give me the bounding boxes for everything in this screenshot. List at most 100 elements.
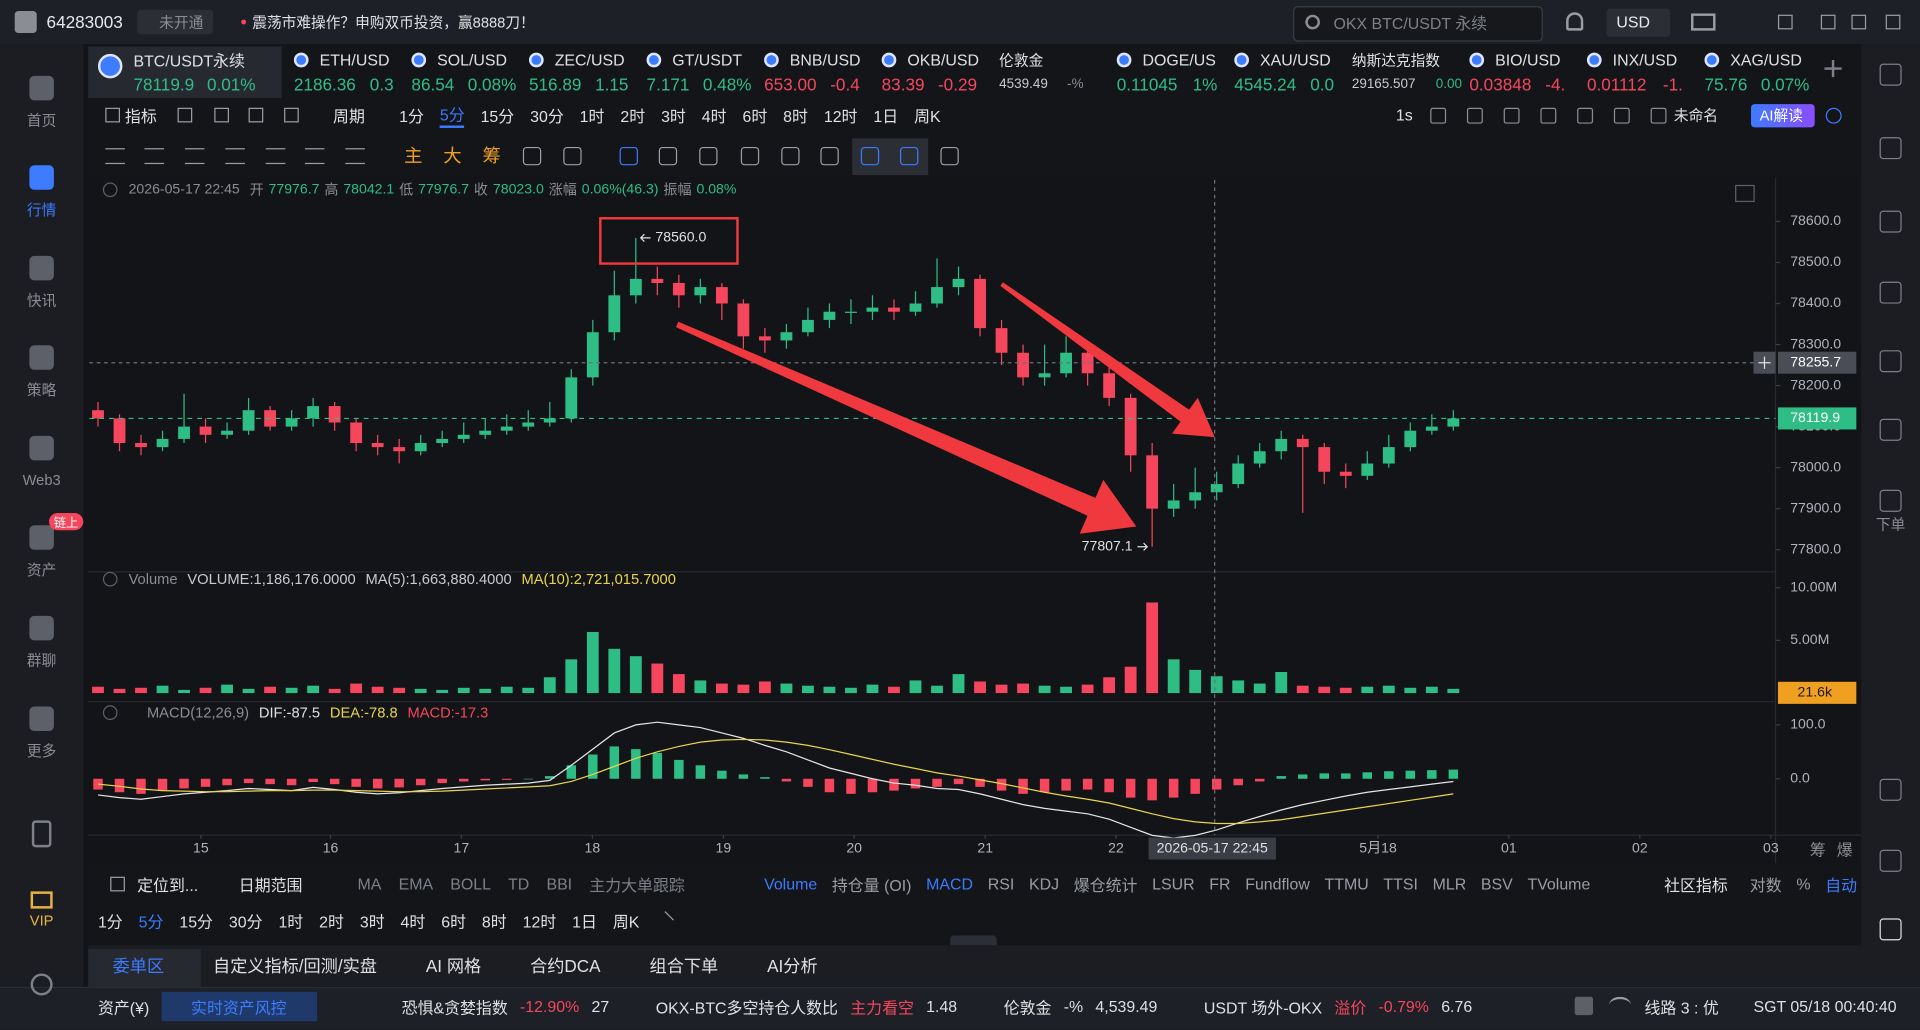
- sidebar-icon[interactable]: [29, 345, 54, 370]
- sub-indicator[interactable]: MACD: [926, 874, 974, 894]
- draw-tool[interactable]: [563, 146, 582, 166]
- draw-tool[interactable]: [345, 148, 365, 165]
- period[interactable]: 3时: [661, 107, 686, 126]
- period[interactable]: 2时: [319, 912, 344, 932]
- draw-tool[interactable]: [699, 146, 718, 166]
- sub-indicator[interactable]: MLR: [1432, 874, 1467, 894]
- draw-tool[interactable]: [900, 146, 919, 166]
- locate-icon[interactable]: [110, 876, 125, 892]
- fullscreen-icon[interactable]: [1735, 184, 1755, 203]
- sub-indicator[interactable]: 持仓量 (OI): [831, 876, 912, 895]
- status-item[interactable]: -%: [1063, 997, 1084, 1016]
- ai-button[interactable]: [1751, 104, 1815, 128]
- tab[interactable]: 组合下单: [649, 956, 719, 976]
- sidebar-label[interactable]: Web3: [22, 471, 61, 489]
- tool-label[interactable]: 大: [443, 146, 462, 168]
- status-item[interactable]: 4,539.49: [1095, 997, 1158, 1016]
- period[interactable]: 12时: [823, 107, 858, 126]
- tab[interactable]: 合约DCA: [530, 956, 601, 976]
- tool-icon[interactable]: [1430, 107, 1447, 124]
- main-indicator[interactable]: 主力大单跟踪: [589, 876, 685, 895]
- risk[interactable]: 实时资产风控: [191, 998, 287, 1017]
- ticker-name[interactable]: 纳斯达克指数: [1351, 52, 1441, 70]
- period[interactable]: 6时: [441, 912, 467, 932]
- right-icon[interactable]: [1879, 489, 1902, 512]
- sidebar-label[interactable]: 首页: [26, 112, 57, 130]
- ticker-change[interactable]: -4.: [1545, 74, 1566, 95]
- tab[interactable]: 自定义指标/回测/实盘: [213, 956, 377, 976]
- draw-tool[interactable]: [619, 146, 638, 166]
- period-label[interactable]: 周期: [333, 107, 365, 126]
- right-icon[interactable]: [1879, 137, 1902, 160]
- status-item[interactable]: -12.90%: [520, 997, 580, 1016]
- draw-tool[interactable]: [940, 146, 959, 166]
- draw-tool[interactable]: [740, 146, 760, 166]
- interval[interactable]: 1s: [1395, 105, 1413, 125]
- main-indicator[interactable]: MA: [357, 874, 382, 894]
- period[interactable]: 8时: [481, 912, 507, 932]
- draw-tool[interactable]: [225, 148, 245, 165]
- period[interactable]: 15分: [480, 107, 515, 126]
- tab[interactable]: 委单区: [112, 956, 165, 976]
- tool-icon[interactable]: [1650, 107, 1667, 124]
- ticker-change[interactable]: 0.08%: [467, 74, 517, 95]
- draw-tool[interactable]: [144, 148, 165, 165]
- sidebar-label[interactable]: 群聊: [26, 652, 57, 670]
- period[interactable]: 1分: [399, 107, 424, 126]
- sidebar-label[interactable]: 资产: [26, 561, 57, 579]
- ticker-price[interactable]: 7.171: [646, 74, 690, 95]
- period[interactable]: 4时: [400, 912, 426, 932]
- right-icon[interactable]: [1879, 210, 1902, 233]
- draw-tool[interactable]: [860, 146, 880, 166]
- layout-name[interactable]: 未命名: [1673, 107, 1718, 125]
- ticker-change[interactable]: -0.4: [830, 74, 860, 95]
- sidebar-icon[interactable]: [29, 615, 54, 641]
- share-icon[interactable]: [1825, 107, 1842, 124]
- sub-indicator[interactable]: RSI: [987, 874, 1015, 894]
- ticker-price[interactable]: 86.54: [411, 74, 455, 95]
- chart-side-label[interactable]: 筹: [1809, 840, 1826, 859]
- period[interactable]: 12时: [522, 912, 557, 932]
- notice[interactable]: 震荡市难操作？申购双币投资，赢8888刀！: [252, 14, 535, 32]
- collapse-icon[interactable]: [102, 705, 118, 720]
- tool-icon[interactable]: [1466, 107, 1483, 124]
- ticker-change[interactable]: 0.3: [369, 74, 394, 95]
- right-icon[interactable]: [1879, 418, 1902, 441]
- tool-icon[interactable]: [1577, 107, 1594, 124]
- period[interactable]: 1时: [278, 912, 304, 932]
- period[interactable]: 1时: [579, 107, 605, 126]
- status-item[interactable]: 溢价: [1334, 998, 1367, 1017]
- settings-icon[interactable]: [30, 973, 53, 996]
- tab[interactable]: AI 网格: [425, 956, 482, 976]
- sidebar-label[interactable]: 行情: [26, 201, 57, 219]
- ticker-name[interactable]: ZEC/USD: [554, 50, 625, 70]
- tool-icon[interactable]: [214, 107, 229, 123]
- ticker-change[interactable]: 0.01%: [206, 74, 256, 95]
- bell[interactable]: [1566, 12, 1584, 31]
- draw-tool[interactable]: [304, 148, 325, 165]
- ticker-change[interactable]: 1%: [1192, 74, 1218, 95]
- right-icon[interactable]: [1879, 918, 1902, 941]
- sub-indicator[interactable]: 爆仓统计: [1073, 876, 1138, 895]
- ticker-name[interactable]: OKB/USD: [907, 50, 979, 70]
- ticker-name[interactable]: ETH/USD: [319, 50, 390, 70]
- mail[interactable]: [1691, 13, 1716, 31]
- ticker-name[interactable]: SOL/USD: [437, 50, 508, 70]
- ticker-change[interactable]: -%: [1067, 77, 1084, 92]
- ticker-price[interactable]: 78119.9: [133, 74, 195, 95]
- option[interactable]: 对数: [1749, 876, 1782, 895]
- ticker-price[interactable]: 653.00: [764, 74, 817, 95]
- line-status[interactable]: 线路 3 : 优: [1644, 998, 1719, 1017]
- sub-indicator[interactable]: LSUR: [1152, 874, 1195, 894]
- ticker-change[interactable]: 0.0: [1310, 74, 1335, 95]
- order-label[interactable]: 下单: [1875, 516, 1906, 534]
- period[interactable]: 6时: [742, 107, 768, 126]
- indicator-icon[interactable]: [105, 107, 120, 123]
- period[interactable]: 30分: [228, 912, 263, 932]
- sub-indicator[interactable]: Fundflow: [1245, 874, 1310, 894]
- ticker-name[interactable]: XAU/USD: [1260, 50, 1331, 70]
- tool-icon[interactable]: [177, 107, 193, 123]
- ticker-change[interactable]: 0.07%: [1760, 74, 1810, 95]
- phone-icon[interactable]: [31, 820, 52, 848]
- status-item[interactable]: OKX-BTC多空持仓人数比: [655, 998, 838, 1017]
